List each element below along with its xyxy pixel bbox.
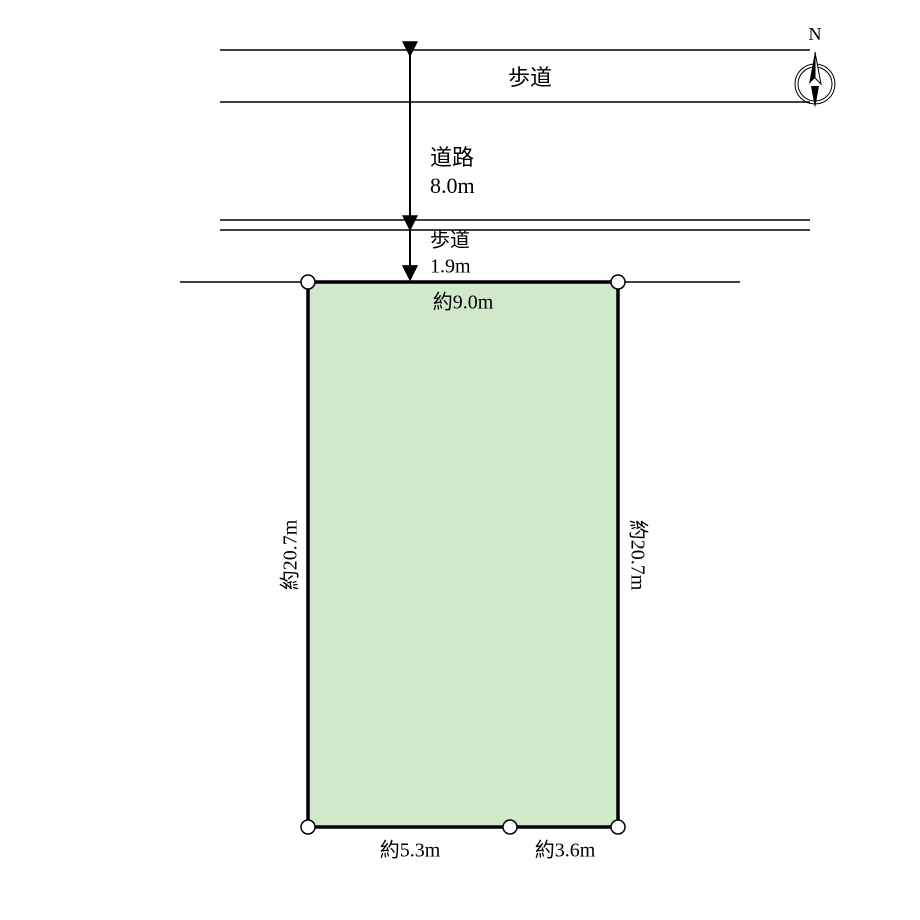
- label-right-dim: 約20.7m: [626, 520, 649, 591]
- label-road-width: 8.0m: [430, 173, 475, 198]
- label-sidewalk-top: 歩道: [508, 65, 552, 90]
- corner-marker: [503, 820, 517, 834]
- label-sidewalk-bottom-width: 1.9m: [430, 256, 471, 278]
- lot-plan-diagram: 歩道道路8.0m歩道1.9m約9.0m約20.7m約20.7m約5.3m約3.6…: [0, 0, 920, 920]
- label-bottom-left-dim: 約5.3m: [380, 839, 441, 862]
- label-road: 道路: [430, 145, 474, 170]
- label-sidewalk-bottom: 歩道: [430, 229, 470, 252]
- corner-marker: [611, 820, 625, 834]
- lot-polygon: [308, 282, 618, 827]
- compass-n-label: N: [809, 24, 822, 44]
- corner-marker: [301, 820, 315, 834]
- corner-marker: [611, 275, 625, 289]
- corner-marker: [301, 275, 315, 289]
- label-bottom-right-dim: 約3.6m: [535, 839, 596, 862]
- label-top-dim: 約9.0m: [433, 291, 494, 314]
- label-left-dim: 約20.7m: [279, 519, 302, 590]
